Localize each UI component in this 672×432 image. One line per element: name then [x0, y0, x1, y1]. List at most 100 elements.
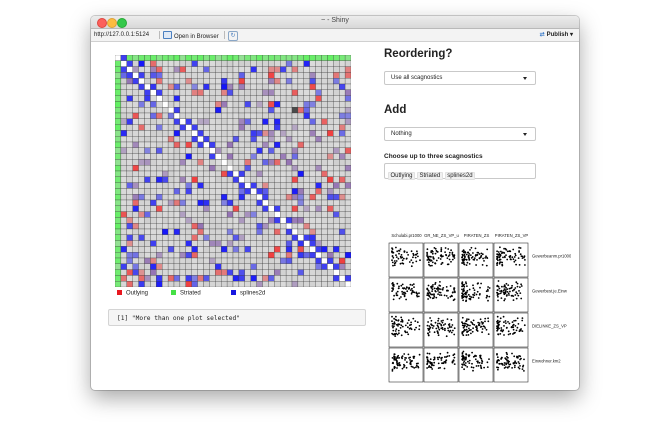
heatmap-cell[interactable]: [321, 89, 328, 96]
heatmap-cell[interactable]: [274, 124, 281, 131]
heatmap-cell[interactable]: [179, 153, 186, 160]
heatmap-cell[interactable]: [185, 217, 192, 224]
heatmap-cell[interactable]: [309, 107, 316, 114]
heatmap-cell[interactable]: [120, 60, 127, 67]
heatmap-cell[interactable]: [268, 101, 275, 108]
heatmap-cell[interactable]: [191, 263, 198, 270]
heatmap-cell[interactable]: [291, 211, 299, 218]
heatmap-cell[interactable]: [115, 182, 122, 189]
heatmap-cell[interactable]: [179, 275, 186, 282]
heatmap-cell[interactable]: [167, 72, 175, 79]
heatmap-cell[interactable]: [315, 211, 322, 218]
heatmap-cell[interactable]: [333, 141, 340, 148]
heatmap-cell[interactable]: [262, 223, 269, 230]
heatmap-cell[interactable]: [173, 234, 181, 241]
heatmap-cell[interactable]: [203, 275, 210, 282]
heatmap-cell[interactable]: [173, 194, 181, 201]
heatmap-cell[interactable]: [173, 170, 181, 177]
heatmap-cell[interactable]: [309, 60, 316, 67]
heatmap-cell[interactable]: [309, 269, 316, 276]
heatmap-cell[interactable]: [315, 153, 322, 160]
heatmap-cell[interactable]: [203, 252, 210, 259]
heatmap-cell[interactable]: [203, 182, 210, 189]
heatmap-cell[interactable]: [197, 124, 204, 131]
heatmap-cell[interactable]: [268, 141, 275, 148]
heatmap-cell[interactable]: [274, 72, 281, 79]
heatmap-cell[interactable]: [321, 107, 328, 114]
heatmap-cell[interactable]: [226, 101, 234, 108]
heatmap-cell[interactable]: [285, 89, 293, 96]
heatmap-cell[interactable]: [285, 188, 293, 195]
heatmap-cell[interactable]: [197, 194, 204, 201]
heatmap-cell[interactable]: [215, 199, 222, 206]
heatmap-cell[interactable]: [173, 147, 181, 154]
heatmap-cell[interactable]: [339, 165, 346, 172]
heatmap-cell[interactable]: [221, 130, 228, 137]
heatmap-cell[interactable]: [144, 234, 151, 241]
heatmap-cell[interactable]: [244, 257, 251, 264]
heatmap-cell[interactable]: [297, 182, 304, 189]
heatmap-cell[interactable]: [297, 72, 304, 79]
heatmap-cell[interactable]: [285, 252, 293, 259]
heatmap-cell[interactable]: [321, 72, 328, 79]
heatmap-cell[interactable]: [344, 257, 351, 264]
heatmap-cell[interactable]: [191, 72, 198, 79]
heatmap-cell[interactable]: [203, 194, 210, 201]
heatmap-cell[interactable]: [221, 147, 228, 154]
heatmap-cell[interactable]: [197, 211, 204, 218]
heatmap-cell[interactable]: [221, 165, 228, 172]
heatmap-cell[interactable]: [274, 269, 281, 276]
heatmap-cell[interactable]: [327, 228, 334, 235]
heatmap-cell[interactable]: [339, 118, 346, 125]
heatmap-cell[interactable]: [303, 188, 310, 195]
heatmap-cell[interactable]: [162, 170, 169, 177]
heatmap-cell[interactable]: [120, 107, 127, 114]
heatmap-cell[interactable]: [309, 112, 316, 119]
heatmap-cell[interactable]: [250, 246, 257, 253]
heatmap-cell[interactable]: [262, 72, 269, 79]
heatmap-cell[interactable]: [150, 66, 157, 73]
heatmap-cell[interactable]: [297, 246, 304, 253]
heatmap-cell[interactable]: [344, 234, 351, 241]
heatmap-cell[interactable]: [297, 159, 304, 166]
heatmap-cell[interactable]: [339, 170, 346, 177]
heatmap-cell[interactable]: [291, 66, 299, 73]
heatmap-cell[interactable]: [280, 252, 287, 259]
heatmap-cell[interactable]: [285, 246, 293, 253]
heatmap-cell[interactable]: [232, 182, 240, 189]
heatmap-cell[interactable]: [315, 112, 322, 119]
heatmap-cell[interactable]: [309, 199, 316, 206]
heatmap-cell[interactable]: [327, 95, 334, 102]
minimize-window-button[interactable]: [107, 18, 117, 28]
heatmap-cell[interactable]: [221, 176, 228, 183]
heatmap-cell[interactable]: [315, 199, 322, 206]
heatmap-cell[interactable]: [262, 130, 269, 137]
heatmap-cell[interactable]: [215, 66, 222, 73]
heatmap-cell[interactable]: [256, 159, 263, 166]
heatmap-cell[interactable]: [333, 130, 340, 137]
heatmap-cell[interactable]: [126, 66, 133, 73]
heatmap-cell[interactable]: [250, 257, 257, 264]
heatmap-cell[interactable]: [344, 252, 351, 259]
heatmap-cell[interactable]: [315, 136, 322, 143]
heatmap-cell[interactable]: [250, 269, 257, 276]
heatmap-cell[interactable]: [315, 89, 322, 96]
heatmap-cell[interactable]: [297, 228, 304, 235]
heatmap-cell[interactable]: [115, 141, 122, 148]
heatmap-cell[interactable]: [315, 223, 322, 230]
heatmap-cell[interactable]: [291, 199, 299, 206]
heatmap-cell[interactable]: [156, 147, 163, 154]
heatmap-cell[interactable]: [321, 223, 328, 230]
heatmap-cell[interactable]: [138, 199, 145, 206]
heatmap-cell[interactable]: [120, 72, 127, 79]
heatmap-cell[interactable]: [268, 165, 275, 172]
heatmap-cell[interactable]: [250, 66, 257, 73]
heatmap-cell[interactable]: [167, 118, 175, 125]
heatmap-cell[interactable]: [315, 228, 322, 235]
heatmap-cell[interactable]: [167, 89, 175, 96]
heatmap-cell[interactable]: [179, 170, 186, 177]
heatmap-cell[interactable]: [309, 165, 316, 172]
heatmap-cell[interactable]: [167, 182, 175, 189]
heatmap-cell[interactable]: [120, 78, 127, 85]
heatmap-cell[interactable]: [315, 118, 322, 125]
